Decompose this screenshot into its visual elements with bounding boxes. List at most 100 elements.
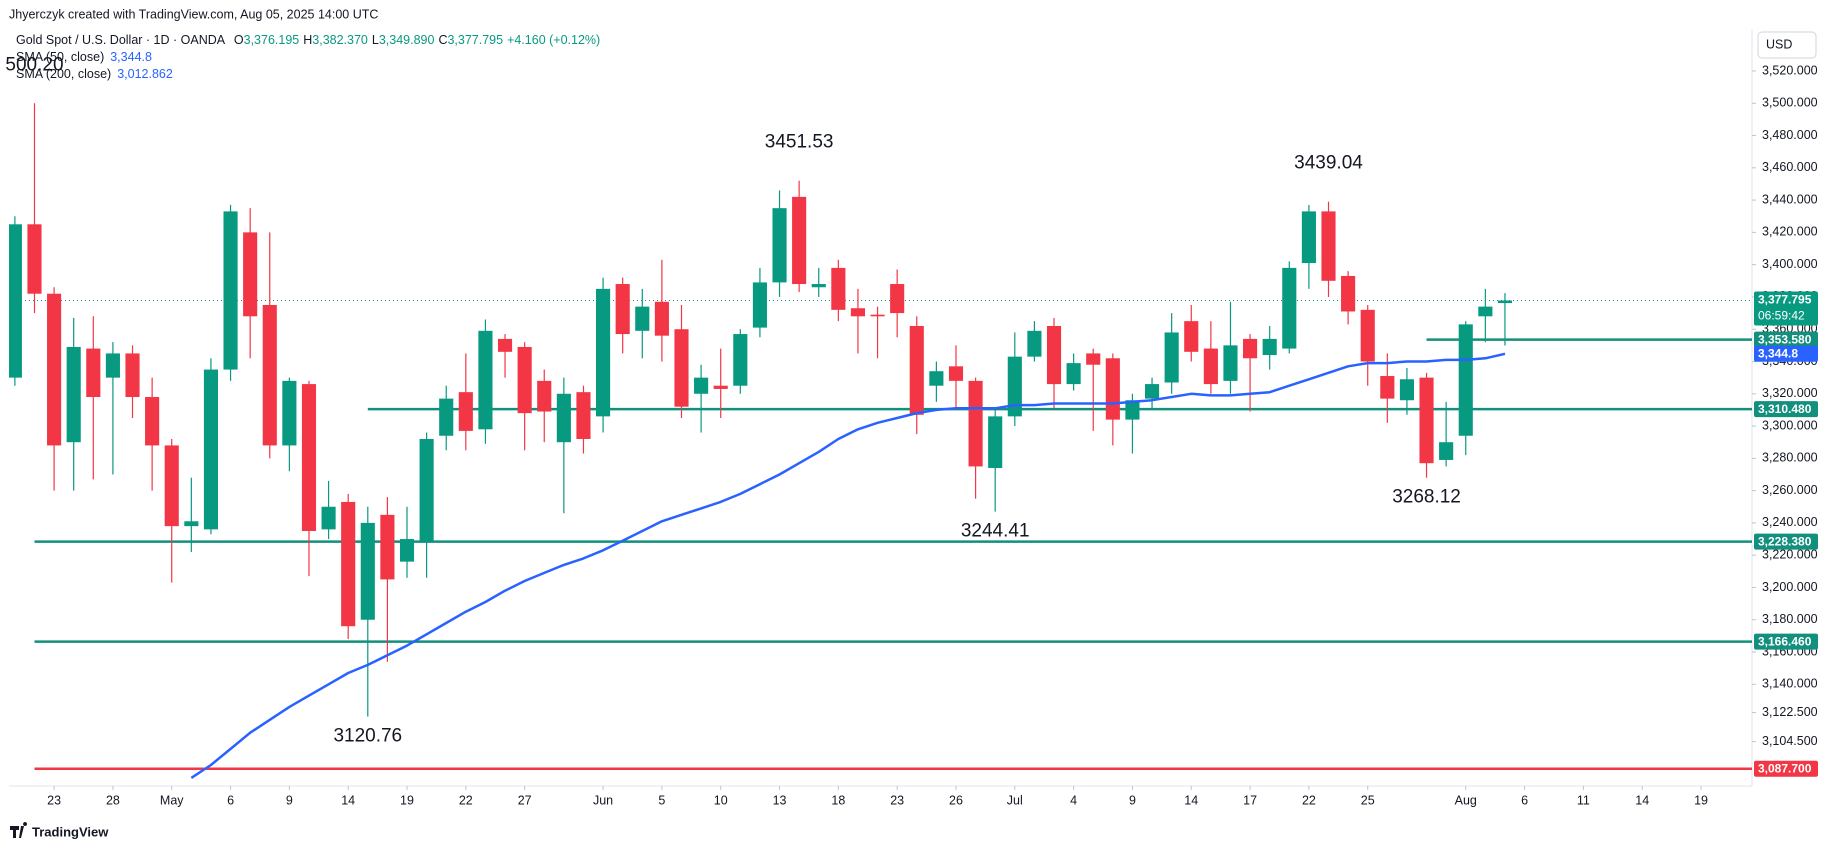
- currency: USD: [1766, 37, 1792, 51]
- candle-body: [86, 348, 101, 398]
- candle-body: [497, 338, 513, 352]
- candle-body: [1125, 400, 1140, 420]
- candle-body: [419, 438, 434, 541]
- candle-body: [1360, 309, 1375, 362]
- x-tick-label: 14: [341, 793, 355, 807]
- sma-tag-bg: [1754, 345, 1818, 362]
- candle-body: [301, 384, 317, 531]
- y-tick-label: 3,440.000: [1762, 192, 1818, 206]
- candle-body: [223, 211, 238, 370]
- y-tick-label: 3,200.000: [1762, 580, 1818, 594]
- candle-body: [1105, 358, 1120, 420]
- candle-body: [792, 196, 807, 285]
- candle-body: [1066, 363, 1081, 385]
- candle-body: [1203, 348, 1218, 385]
- x-tick-label: 19: [1694, 793, 1708, 807]
- y-tick-label: 3,400.000: [1762, 257, 1818, 271]
- candle-body: [870, 314, 885, 317]
- candle-body: [1184, 321, 1199, 352]
- indicator-value: 3,012.862: [117, 67, 173, 81]
- candle-body: [1027, 330, 1042, 357]
- candle-body: [1458, 324, 1473, 436]
- candle-body: [1262, 338, 1277, 356]
- last-tag-bg: [1754, 291, 1818, 326]
- ohlc-key: H: [303, 33, 312, 47]
- level-tag-bg: [1754, 331, 1818, 348]
- candle-body: [615, 284, 630, 335]
- credit: Jhyerczyk created with TradingView.com, …: [9, 7, 378, 21]
- candle-body: [399, 539, 415, 562]
- x-tick-label: 22: [1302, 793, 1316, 807]
- candle-body: [125, 353, 140, 398]
- ohlc-key: L: [372, 33, 379, 47]
- candle-body: [1497, 300, 1513, 304]
- y-tick-label: 3,460.000: [1762, 160, 1818, 174]
- y-tick-label: 3,240.000: [1762, 515, 1818, 529]
- level-tag-bg: [1754, 401, 1818, 418]
- ohlc-key: C: [438, 33, 447, 47]
- candle-body: [890, 284, 905, 314]
- candle-body: [733, 334, 748, 386]
- y-tick-label: 3,300.000: [1762, 418, 1818, 432]
- price-annotation: 500.20: [5, 54, 63, 75]
- ohlc-key: O: [234, 33, 244, 47]
- price-annotation: 3120.76: [333, 726, 402, 747]
- x-tick-label: 4: [1070, 793, 1077, 807]
- x-tick-label: 10: [714, 793, 728, 807]
- candle-body: [988, 416, 1003, 469]
- x-tick-label: 17: [1243, 793, 1257, 807]
- candle-body: [654, 301, 669, 336]
- footer-logo: [10, 822, 28, 838]
- currency-box[interactable]: [1757, 31, 1817, 59]
- plot-area: [9, 103, 1752, 779]
- overlay: 500.20 3451.53 3439.04 3120.76 3244.41 3268.1…: [5, 54, 1460, 746]
- candle-body: [1419, 377, 1434, 464]
- y-tick-label: 3,104.500: [1762, 734, 1818, 748]
- x-tick-label: Aug: [1455, 793, 1477, 807]
- y-tick-label: 3,140.000: [1762, 677, 1818, 691]
- candle-body: [1046, 325, 1062, 385]
- candle-body: [164, 445, 179, 527]
- candle-body: [262, 305, 277, 446]
- level-tag-bg: [1754, 533, 1818, 550]
- candle-body: [576, 392, 591, 439]
- candle-body: [556, 393, 571, 443]
- indicator-legend: SMA (200, close) 3,012.862: [16, 67, 173, 81]
- candle-body: [1243, 338, 1258, 359]
- candle-body: [27, 224, 42, 294]
- x-tick-label: 23: [47, 793, 61, 807]
- candle-body: [1164, 332, 1179, 383]
- y-tick-label: 3,280.000: [1762, 451, 1818, 465]
- candle-body: [811, 284, 826, 288]
- candle-body: [1282, 267, 1297, 349]
- candle-body: [1144, 384, 1160, 399]
- candle-body: [458, 392, 473, 431]
- price-tags: 3,353.580 3,310.480 3,228.380 3,166.460 3,08…: [1754, 291, 1818, 777]
- candle-body: [674, 329, 689, 407]
- y-tick-label: 3,180.000: [1762, 612, 1818, 626]
- level-tag-bg: [1754, 760, 1818, 777]
- x-tick-label: 19: [400, 793, 414, 807]
- candle-body: [713, 385, 728, 389]
- candle-body: [145, 397, 160, 446]
- x-tick-label: 14: [1184, 793, 1198, 807]
- candle-body: [1301, 211, 1316, 264]
- ohlc-value: 3,376.195: [244, 33, 300, 47]
- candle-body: [184, 521, 199, 527]
- level-tag-bg: [1754, 633, 1818, 650]
- candle-body: [635, 306, 650, 331]
- change: +4.160 (+0.12%): [507, 33, 600, 47]
- candle-body: [478, 330, 493, 430]
- candle-body: [1380, 376, 1395, 399]
- x-tick-label: 27: [518, 793, 532, 807]
- ohlc-value: 3,377.795: [447, 33, 503, 47]
- price-annotation: 3268.12: [1392, 487, 1461, 508]
- candle-body: [1223, 345, 1238, 381]
- footer-brand: TradingView: [32, 824, 109, 839]
- x-tick-label: Jun: [593, 793, 613, 807]
- candle-body: [105, 353, 120, 378]
- last-price-tag: 3,377.795: [1758, 293, 1812, 307]
- candle-body: [948, 366, 964, 381]
